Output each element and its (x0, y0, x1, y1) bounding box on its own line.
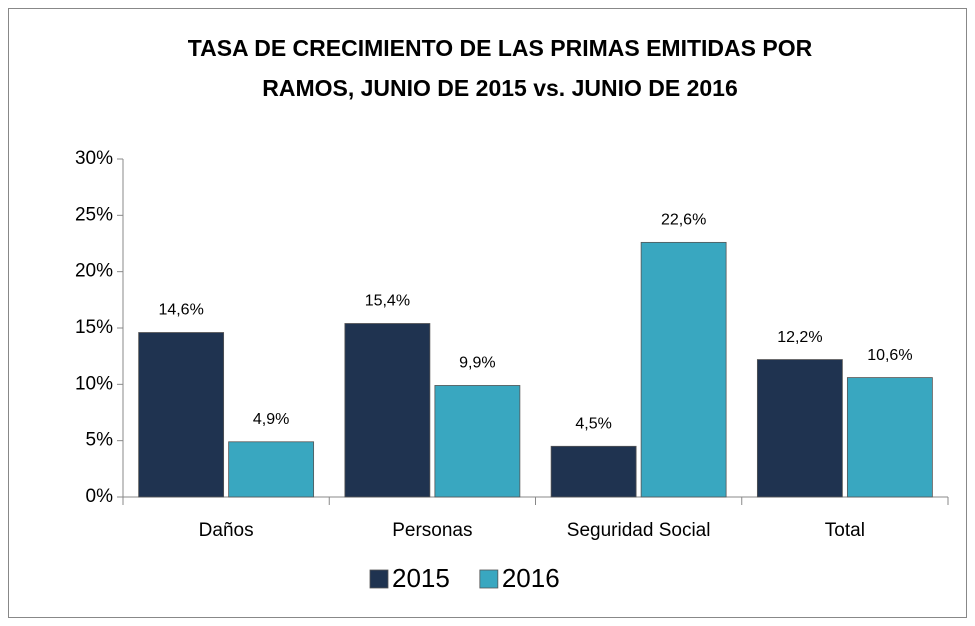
legend-label: 2015 (392, 563, 450, 593)
value-label: 4,5% (575, 416, 611, 433)
value-label: 10,6% (867, 347, 912, 364)
chart-title: TASA DE CRECIMIENTO DE LAS PRIMAS EMITID… (188, 35, 813, 61)
y-tick-label: 20% (75, 261, 113, 282)
y-tick-label: 25% (75, 204, 113, 225)
value-label: 9,9% (459, 355, 495, 372)
bar (138, 332, 225, 498)
x-tick-label: Total (825, 520, 865, 541)
legend-swatch (369, 569, 389, 589)
chart-frame (8, 8, 967, 618)
y-tick-label: 5% (86, 430, 114, 451)
y-tick-label: 30% (75, 148, 113, 169)
bar (228, 441, 315, 498)
legend-label: 2016 (502, 563, 560, 593)
chart-title: RAMOS, JUNIO DE 2015 vs. JUNIO DE 2016 (262, 75, 738, 101)
y-tick-label: 10% (75, 373, 113, 394)
x-tick-label: Daños (199, 520, 254, 541)
value-label: 4,9% (253, 411, 289, 428)
bar (846, 377, 933, 498)
value-label: 12,2% (777, 329, 822, 346)
legend-swatch (479, 569, 499, 589)
value-label: 22,6% (661, 212, 706, 229)
value-label: 15,4% (365, 293, 410, 310)
bar (434, 385, 521, 498)
x-tick-label: Seguridad Social (567, 520, 711, 541)
bar (550, 445, 637, 498)
value-label: 14,6% (158, 302, 203, 319)
y-tick-label: 0% (86, 486, 114, 507)
bar (756, 359, 843, 498)
bar (344, 323, 431, 498)
bar (640, 241, 727, 498)
y-tick-label: 15% (75, 317, 113, 338)
x-tick-label: Personas (392, 520, 472, 541)
